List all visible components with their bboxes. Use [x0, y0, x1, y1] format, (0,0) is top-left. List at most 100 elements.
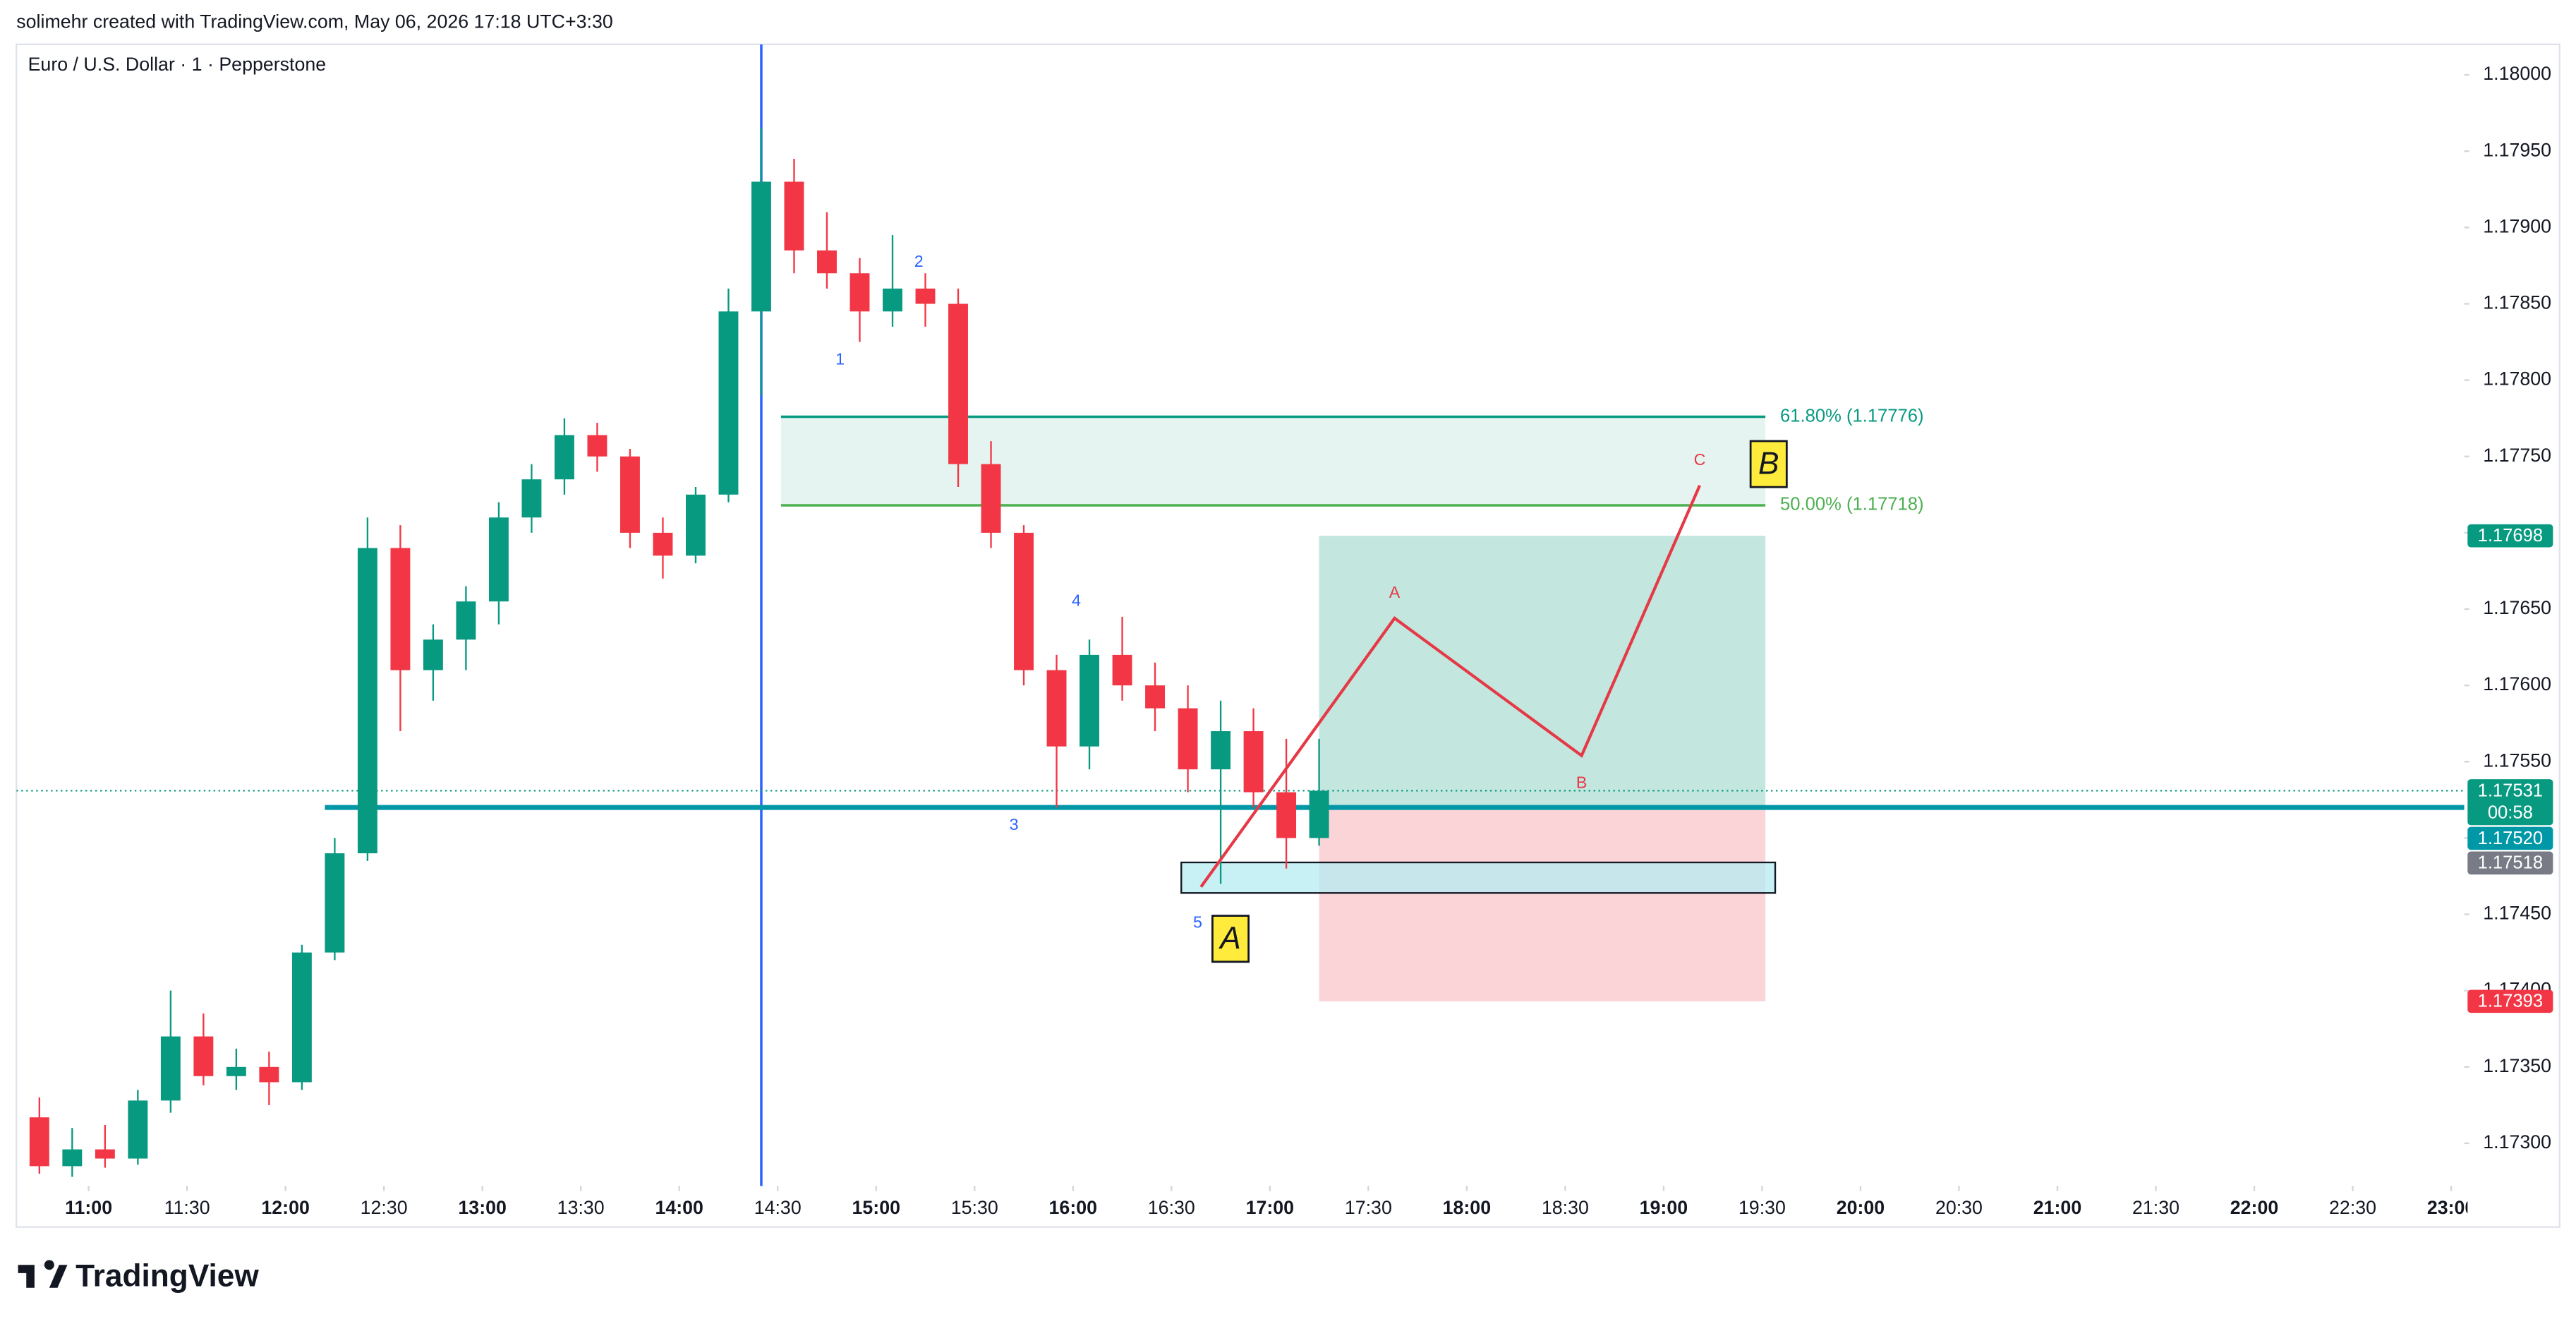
- x-tick-label: 15:00: [852, 1197, 900, 1218]
- candle-body: [390, 548, 411, 670]
- x-tick-label: 20:00: [1837, 1197, 1885, 1218]
- price-tags: 1.17698 1.17531 00:58 1.17520 1.17518 1.17393: [2467, 524, 2553, 1013]
- candle-body: [817, 250, 837, 274]
- price-tag-countdown: 00:58: [2488, 803, 2533, 823]
- fib-fill: [780, 416, 1766, 505]
- zone-box: [1180, 861, 1777, 894]
- x-tick-label: 13:00: [458, 1197, 506, 1218]
- candle-body: [948, 303, 968, 464]
- x-tick-label: 14:00: [655, 1197, 703, 1218]
- callout-box: [1749, 440, 1788, 488]
- brand-logo: TradingView: [18, 1259, 259, 1294]
- candle-body: [521, 479, 542, 518]
- candle-body: [883, 288, 902, 312]
- x-axis: 11:00 11:30 12:00 12:30 13:00 13:30 14:00 14:30…: [65, 1186, 2475, 1218]
- candle-body: [357, 548, 377, 854]
- y-tick-label: 1.17550: [2483, 750, 2551, 771]
- x-tick-label: 17:00: [1246, 1197, 1294, 1218]
- x-tick-label: 21:30: [2132, 1197, 2179, 1218]
- price-tag-label: 1.17698: [2478, 526, 2544, 546]
- x-tick-label: 18:00: [1443, 1197, 1491, 1218]
- candle-body: [1080, 654, 1099, 747]
- price-tag: [2467, 779, 2553, 826]
- candle-body: [1211, 731, 1231, 770]
- candle-body: [488, 517, 509, 602]
- price-tag-label: 1.17531: [2478, 781, 2544, 800]
- x-tick-label: 16:30: [1148, 1197, 1195, 1218]
- chart-frame: [16, 43, 2560, 1228]
- x-tick-label: 12:00: [261, 1197, 309, 1218]
- candle-body: [1309, 790, 1329, 838]
- candle-body: [784, 181, 804, 251]
- candle-body: [423, 639, 443, 670]
- header: solimehr created with TradingView.com, M…: [16, 11, 612, 32]
- candle-body: [291, 952, 312, 1083]
- y-tick-label: 1.17800: [2483, 368, 2551, 390]
- candle-body: [456, 601, 476, 640]
- candle-body: [1276, 792, 1297, 838]
- candle-body: [849, 273, 870, 312]
- y-tick-label: 1.18000: [2483, 63, 2551, 84]
- candle-body: [62, 1149, 83, 1167]
- candle-body: [1112, 654, 1132, 686]
- callout-label: A: [1218, 921, 1241, 956]
- y-tick-label: 1.17600: [2483, 673, 2551, 694]
- candle-body: [587, 435, 607, 457]
- candle-body: [686, 494, 706, 556]
- candle-body: [128, 1100, 148, 1159]
- fib-label: 50.00% (1.17718): [1780, 495, 1924, 514]
- price-tag-label: 1.17393: [2478, 992, 2544, 1011]
- y-tick-label: 1.17950: [2483, 139, 2551, 160]
- x-tick-label: 19:30: [1739, 1197, 1786, 1218]
- callout-label: B: [1758, 447, 1779, 481]
- wave-label: 4: [1072, 591, 1081, 609]
- y-tick-label: 1.17450: [2483, 903, 2551, 924]
- y-tick-label: 1.17750: [2483, 445, 2551, 466]
- price-tag-label: 1.17520: [2478, 829, 2544, 848]
- y-tick-label: 1.17900: [2483, 215, 2551, 236]
- candle-body: [226, 1066, 246, 1076]
- x-tick-label: 17:30: [1345, 1197, 1392, 1218]
- x-tick-label: 23:00: [2427, 1197, 2475, 1218]
- candle-body: [1046, 670, 1067, 747]
- x-tick-label: 15:30: [951, 1197, 998, 1218]
- candle-body: [620, 456, 640, 533]
- x-tick-label: 19:00: [1640, 1197, 1688, 1218]
- x-tick-label: 21:00: [2033, 1197, 2081, 1218]
- candle-body: [981, 464, 1001, 533]
- x-tick-label: 11:00: [65, 1197, 112, 1218]
- candle-body: [259, 1066, 279, 1083]
- x-tick-label: 14:30: [754, 1197, 802, 1218]
- fib-label: 61.80% (1.17776): [1780, 406, 1924, 426]
- plot: 61.80% (1.17776) 50.00% (1.17718) A B C 1 2 3 4 5…: [16, 44, 2465, 1186]
- wave-label: 2: [914, 252, 924, 270]
- x-tick-label: 16:00: [1049, 1197, 1097, 1218]
- price-tag: [2467, 524, 2553, 548]
- projection-path: [1199, 485, 1701, 888]
- x-tick-label: 13:30: [557, 1197, 605, 1218]
- price-tag-label: 1.17518: [2478, 853, 2544, 873]
- callout-box: [1211, 915, 1250, 963]
- y-tick-label: 1.17650: [2483, 597, 2551, 618]
- x-tick-label: 12:30: [361, 1197, 408, 1218]
- x-tick-label: 22:30: [2329, 1197, 2376, 1218]
- candle-body: [718, 311, 739, 495]
- candle-body: [1178, 708, 1198, 770]
- chart-title: Euro / U.S. Dollar · 1 · Pepperstone: [28, 54, 327, 75]
- x-tick-label: 11:30: [164, 1197, 210, 1218]
- wave-label: 3: [1010, 815, 1019, 833]
- y-tick-label: 1.17850: [2483, 292, 2551, 313]
- price-tag: [2467, 826, 2553, 850]
- candle-body: [95, 1149, 115, 1159]
- projection-label: C: [1694, 450, 1706, 469]
- projection-label: B: [1576, 773, 1588, 791]
- brand: TradingView: [75, 1259, 259, 1294]
- position-loss: [1319, 807, 1766, 1001]
- candle-body: [1145, 685, 1166, 709]
- candle-body: [653, 532, 673, 556]
- y-tick-label: 1.17300: [2483, 1131, 2551, 1153]
- candle-body: [554, 435, 574, 480]
- wave-label: 5: [1193, 913, 1202, 932]
